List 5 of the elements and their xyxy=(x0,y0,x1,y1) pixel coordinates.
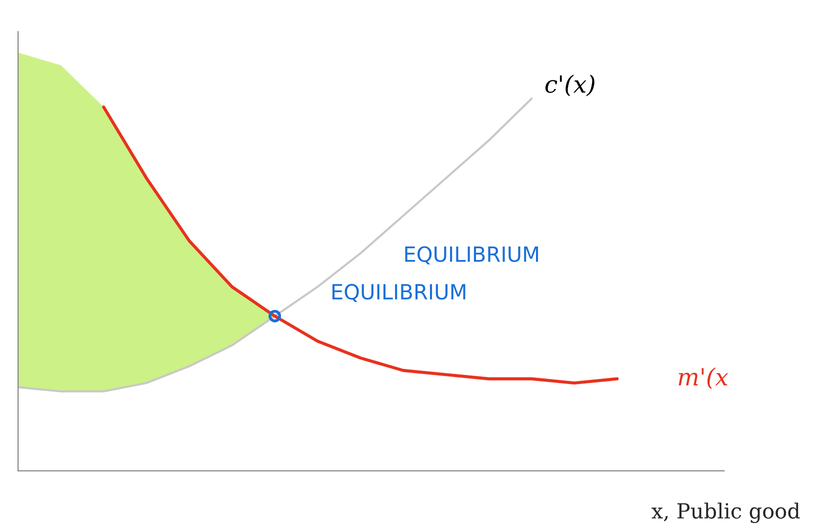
text: m'(x xyxy=(678,367,728,390)
annotation: EQUILIBRIUM xyxy=(332,284,466,302)
x-axis-title: x, Public good xyxy=(652,502,800,524)
series-label: c'(x) xyxy=(545,74,594,96)
annotation: EQUILIBRIUM xyxy=(405,246,538,264)
